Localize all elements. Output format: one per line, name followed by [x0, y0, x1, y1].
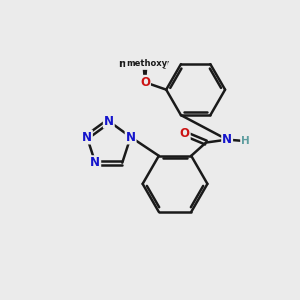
Text: O: O [140, 76, 150, 89]
Text: methoxy: methoxy [118, 59, 169, 69]
Text: N: N [90, 156, 100, 169]
Text: N: N [126, 130, 136, 143]
Text: methoxy: methoxy [126, 58, 167, 68]
Text: N: N [222, 133, 232, 146]
Text: O: O [180, 127, 190, 140]
Text: N: N [104, 115, 114, 128]
Text: N: N [82, 130, 92, 143]
Text: H: H [241, 136, 250, 146]
